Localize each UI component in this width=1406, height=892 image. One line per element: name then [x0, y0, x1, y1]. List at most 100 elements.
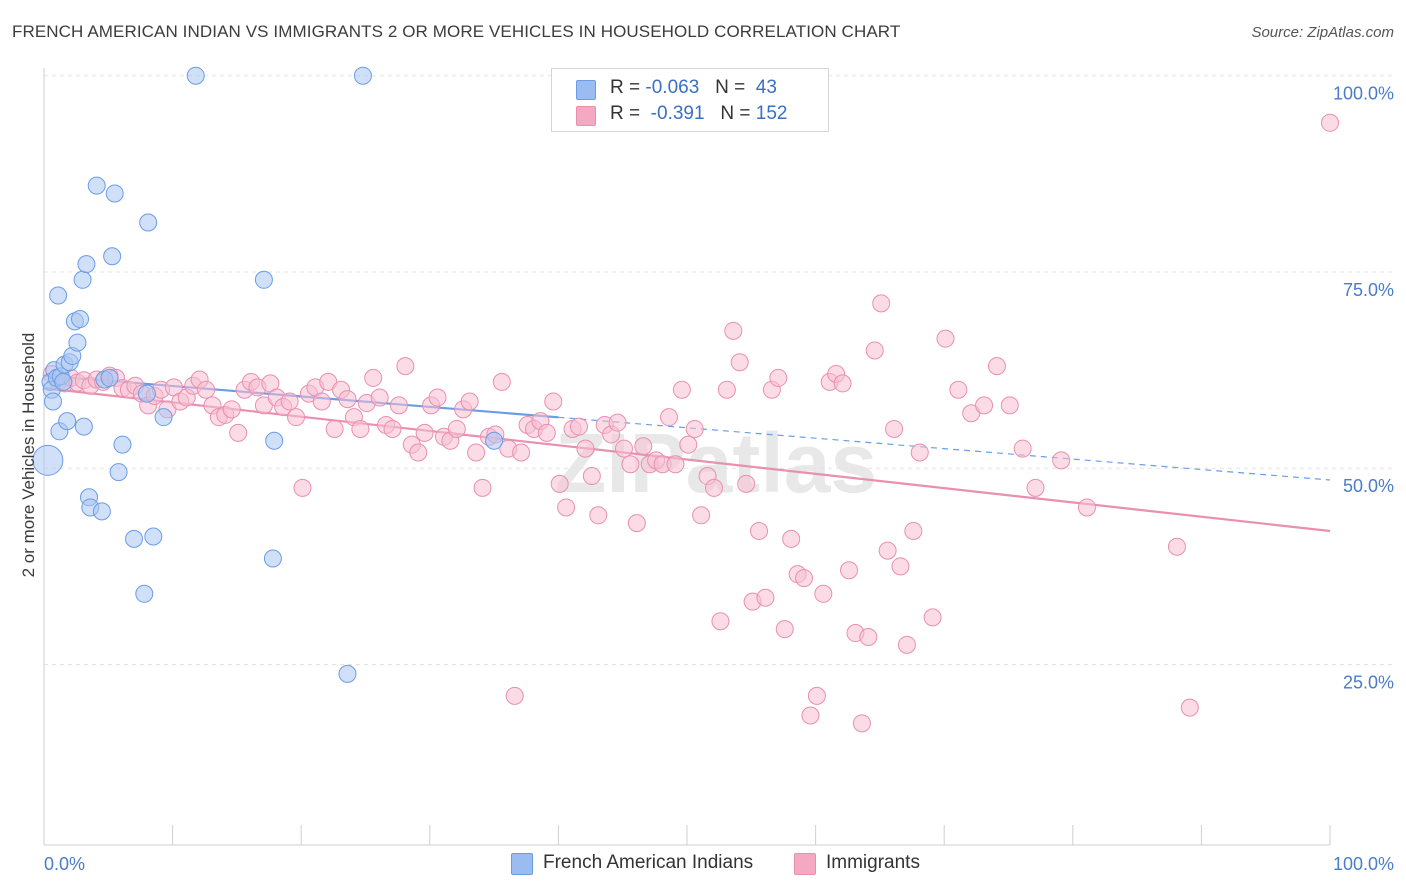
legend-swatch-blue: [576, 80, 596, 100]
data-point: [428, 388, 447, 407]
data-point: [512, 443, 531, 462]
data-point: [44, 392, 63, 411]
grid-lines: [44, 75, 1394, 665]
data-point: [730, 353, 749, 372]
data-point: [582, 467, 601, 486]
data-point: [537, 423, 556, 442]
data-point: [634, 437, 653, 456]
legend-swatch-pink: [576, 106, 596, 126]
chart-source: Source: ZipAtlas.com: [1251, 24, 1394, 41]
data-point: [125, 529, 144, 548]
data-point: [692, 506, 711, 525]
data-point: [1013, 439, 1032, 458]
data-point: [447, 419, 466, 438]
data-point: [1321, 113, 1339, 132]
data-point: [338, 390, 357, 409]
data-point: [621, 455, 640, 474]
data-point: [717, 380, 736, 399]
data-point: [949, 380, 968, 399]
data-point: [711, 612, 730, 631]
x-tick-label-left: 0.0%: [44, 854, 85, 874]
data-point: [312, 392, 331, 411]
data-point: [891, 557, 910, 576]
data-point: [840, 561, 859, 580]
data-point: [103, 247, 122, 266]
data-point: [137, 384, 156, 403]
bottom-legend-swatch-pink: [794, 853, 816, 875]
data-point: [987, 357, 1006, 376]
data-point: [1052, 451, 1071, 470]
data-point: [71, 310, 90, 329]
data-point: [569, 417, 588, 436]
data-point: [58, 412, 77, 431]
data-point: [872, 294, 891, 313]
data-point: [254, 270, 273, 289]
data-point: [724, 321, 743, 340]
bottom-legend-swatch-blue: [511, 853, 533, 875]
data-point: [485, 431, 504, 450]
data-point: [415, 423, 434, 442]
data-points: [32, 66, 1339, 733]
data-point: [460, 392, 479, 411]
data-point: [263, 549, 282, 568]
data-point: [775, 620, 794, 639]
data-point: [904, 522, 923, 540]
data-point: [614, 439, 633, 458]
data-point: [409, 443, 428, 462]
data-point: [936, 329, 955, 348]
data-point: [1077, 498, 1096, 517]
data-point: [100, 368, 119, 387]
data-point: [923, 608, 942, 627]
data-point: [756, 588, 775, 607]
axes: 100.0% 75.0% 50.0% 25.0%: [43, 68, 1394, 846]
data-point: [73, 270, 92, 289]
data-point: [186, 66, 205, 85]
data-point: [1026, 478, 1045, 497]
chart-title: FRENCH AMERICAN INDIAN VS IMMIGRANTS 2 O…: [12, 22, 901, 41]
data-point: [139, 213, 158, 232]
data-point: [265, 431, 284, 450]
data-point: [975, 396, 994, 415]
data-point: [351, 419, 370, 438]
data-point: [897, 635, 916, 654]
data-point: [87, 176, 106, 195]
data-point: [77, 255, 96, 274]
data-point: [49, 286, 68, 305]
data-point: [467, 443, 486, 462]
data-point: [197, 380, 216, 399]
data-point: [1000, 396, 1019, 415]
data-point: [576, 439, 595, 458]
data-point: [383, 419, 402, 438]
data-point: [833, 374, 852, 393]
data-point: [1180, 698, 1199, 717]
data-point: [74, 417, 93, 436]
data-point: [353, 66, 372, 85]
data-point: [293, 478, 312, 497]
data-point: [364, 368, 383, 387]
data-point: [135, 584, 154, 603]
y-tick-label: 25.0%: [1343, 672, 1394, 692]
data-point: [750, 522, 769, 540]
data-point: [505, 686, 524, 705]
data-point: [109, 463, 128, 482]
data-point: [878, 541, 897, 560]
data-point: [679, 435, 698, 454]
bottom-legend-label: Immigrants: [826, 852, 920, 873]
data-point: [859, 627, 878, 646]
data-point: [608, 413, 627, 432]
data-point: [705, 478, 724, 497]
data-point: [92, 502, 111, 521]
data-point: [672, 380, 691, 399]
data-point: [910, 443, 929, 462]
data-point: [389, 396, 408, 415]
correlation-legend: R = -0.063 N = 43 R = -0.391 N = 152: [551, 68, 829, 132]
trend-line-dashed: [558, 416, 1331, 481]
data-point: [801, 706, 820, 725]
data-point: [865, 341, 884, 360]
data-point: [280, 392, 299, 411]
data-point: [885, 419, 904, 438]
data-point: [795, 569, 814, 588]
data-point: [589, 506, 608, 525]
data-point: [396, 357, 415, 376]
